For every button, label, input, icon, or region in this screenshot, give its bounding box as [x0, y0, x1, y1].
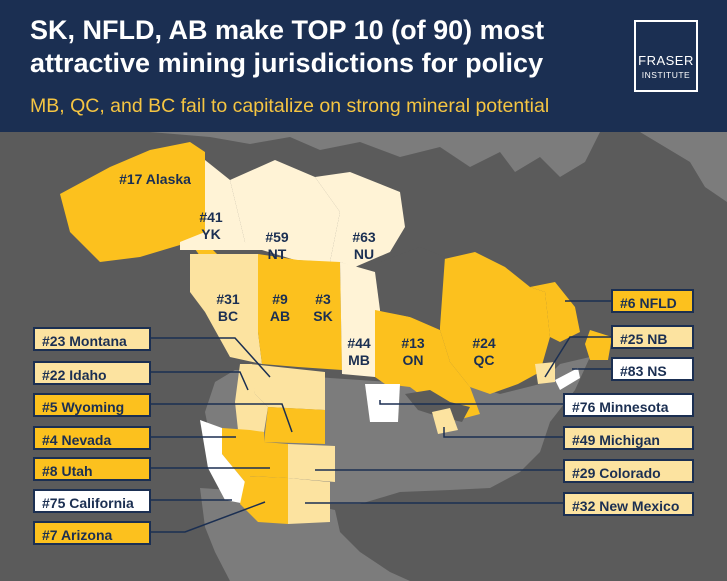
new-brunswick-region — [535, 362, 555, 384]
mb-name-label: MB — [348, 352, 370, 368]
qc-name-label: QC — [474, 352, 495, 368]
qc-rank-label: #24 — [472, 335, 496, 351]
north-america-map: #17 Alaska #41 YK #59 NT #63 NU #31 BC #… — [60, 132, 727, 581]
montana-leader — [150, 337, 271, 378]
wyoming-region — [264, 407, 325, 444]
nt-name-label: NT — [268, 246, 287, 262]
logo-line-2: INSTITUTE — [641, 70, 691, 80]
arctic-islands-land — [150, 132, 600, 177]
minnesota-leader — [379, 400, 563, 405]
callout-ns: #83 NS — [611, 357, 694, 381]
nt-rank-label: #59 — [265, 229, 289, 245]
manitoba-region — [340, 262, 380, 377]
logo-line-1: FRASER — [638, 53, 694, 68]
greenland-land — [640, 132, 727, 202]
michigan-region — [432, 408, 458, 434]
mb-rank-label: #44 — [347, 335, 371, 351]
hudson-bay-water — [380, 247, 445, 327]
nu-name-label: NU — [354, 246, 374, 262]
header-banner: SK, NFLD, AB make TOP 10 (of 90) most at… — [0, 0, 727, 132]
california-region — [200, 420, 250, 504]
labrador-region — [530, 282, 580, 342]
sk-name-label: SK — [313, 308, 332, 324]
wyoming-leader — [150, 403, 293, 433]
arizona-leader — [150, 501, 266, 533]
page-title: SK, NFLD, AB make TOP 10 (of 90) most at… — [30, 15, 545, 78]
michigan-leader — [443, 427, 563, 438]
idaho-leader — [150, 371, 249, 391]
nunavut-region — [315, 172, 405, 267]
callout-colorado: #29 Colorado — [563, 459, 694, 483]
quebec-region — [440, 252, 550, 394]
on-name-label: ON — [403, 352, 424, 368]
arizona-region — [240, 476, 288, 524]
callout-leader-lines — [150, 300, 611, 533]
ontario-region — [375, 310, 480, 422]
new-mexico-region — [288, 478, 330, 524]
on-rank-label: #13 — [401, 335, 425, 351]
alaska-map-label: #17 Alaska — [119, 171, 191, 187]
newfoundland-island — [585, 330, 612, 360]
callout-nfld: #6 NFLD — [611, 289, 694, 313]
fraser-institute-logo: FRASER INSTITUTE — [634, 20, 698, 92]
bc-rank-label: #31 — [216, 291, 240, 307]
colorado-region — [288, 444, 335, 482]
callout-idaho: #22 Idaho — [33, 361, 151, 385]
callout-minnesota: #76 Minnesota — [563, 393, 694, 417]
yk-rank-label: #41 — [199, 209, 223, 225]
ab-name-label: AB — [270, 308, 290, 324]
utah-region — [250, 430, 288, 478]
callout-nevada: #4 Nevada — [33, 426, 151, 450]
callout-new-mexico: #32 New Mexico — [563, 492, 694, 516]
nb-leader — [544, 336, 611, 378]
yk-name-label: YK — [201, 226, 220, 242]
nu-rank-label: #63 — [352, 229, 376, 245]
sk-rank-label: #3 — [315, 291, 331, 307]
alaska-region — [60, 142, 235, 282]
bc-region — [190, 254, 262, 364]
callout-utah: #8 Utah — [33, 457, 151, 481]
page-subtitle: MB, QC, and BC fail to capitalize on str… — [30, 95, 550, 117]
yukon-region — [180, 160, 255, 250]
bc-name-label: BC — [218, 308, 238, 324]
nova-scotia-region — [555, 368, 580, 390]
alberta-region — [258, 254, 298, 367]
callout-california: #75 California — [33, 489, 151, 513]
callout-michigan: #49 Michigan — [563, 426, 694, 450]
ab-rank-label: #9 — [272, 291, 288, 307]
saskatchewan-region — [298, 260, 342, 370]
callout-nb: #25 NB — [611, 325, 694, 349]
great-lakes-water — [405, 390, 470, 422]
nevada-region — [222, 428, 250, 488]
callout-wyoming: #5 Wyoming — [33, 393, 151, 417]
nwt-region — [230, 160, 340, 262]
callout-arizona: #7 Arizona — [33, 521, 151, 545]
callout-montana: #23 Montana — [33, 327, 151, 351]
minnesota-region — [365, 384, 400, 422]
